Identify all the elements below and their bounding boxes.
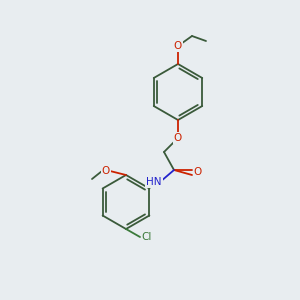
Text: O: O — [194, 167, 202, 177]
Text: Cl: Cl — [142, 232, 152, 242]
Text: O: O — [174, 133, 182, 143]
Text: HN: HN — [146, 177, 162, 187]
Text: O: O — [102, 166, 110, 176]
Text: O: O — [174, 41, 182, 51]
